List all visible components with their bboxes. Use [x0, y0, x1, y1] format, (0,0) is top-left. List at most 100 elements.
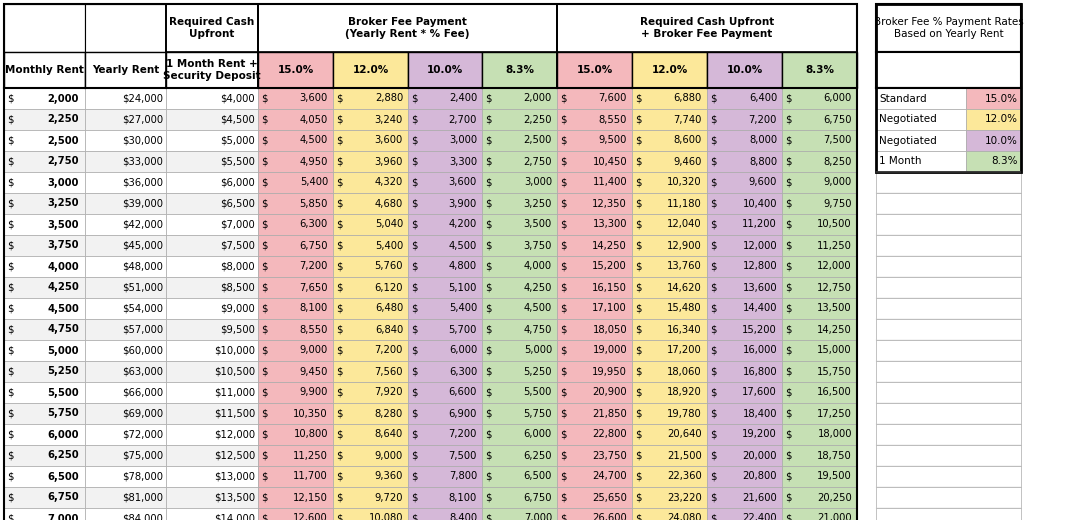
Text: $: $: [261, 345, 268, 356]
Text: 8.3%: 8.3%: [805, 65, 834, 75]
Bar: [258, 298, 333, 319]
Text: 17,600: 17,600: [742, 387, 777, 397]
Text: 10,400: 10,400: [743, 199, 777, 209]
Text: $: $: [560, 409, 567, 419]
Text: 19,950: 19,950: [592, 367, 627, 376]
Bar: [408, 151, 482, 172]
Text: $: $: [485, 94, 491, 103]
Text: 6,750: 6,750: [300, 240, 328, 251]
Bar: [85, 424, 166, 445]
Text: $: $: [336, 282, 343, 292]
Bar: [166, 466, 258, 487]
Text: $: $: [261, 514, 268, 520]
Bar: [408, 319, 482, 340]
Text: $: $: [485, 472, 491, 482]
Bar: [557, 361, 632, 382]
Text: 5,250: 5,250: [47, 367, 78, 376]
Text: $: $: [560, 492, 567, 502]
Bar: [4, 109, 85, 130]
Text: $: $: [485, 304, 491, 314]
Bar: [876, 52, 1021, 88]
Text: $: $: [336, 367, 343, 376]
Text: $: $: [336, 409, 343, 419]
Text: 9,360: 9,360: [374, 472, 403, 482]
Text: $51,000: $51,000: [121, 282, 163, 292]
Bar: [876, 214, 1021, 235]
Text: $7,000: $7,000: [220, 219, 255, 229]
Bar: [258, 151, 333, 172]
Text: $: $: [411, 240, 417, 251]
Text: 12,000: 12,000: [743, 240, 777, 251]
Bar: [782, 445, 857, 466]
Bar: [333, 214, 408, 235]
Bar: [782, 508, 857, 520]
Bar: [782, 382, 857, 403]
Text: $54,000: $54,000: [121, 304, 163, 314]
Bar: [408, 466, 482, 487]
Bar: [482, 52, 557, 88]
Text: $: $: [8, 199, 14, 209]
Bar: [782, 193, 857, 214]
Text: 7,200: 7,200: [448, 430, 477, 439]
Text: $: $: [560, 94, 567, 103]
Text: $: $: [261, 177, 268, 188]
Text: $: $: [485, 199, 491, 209]
Text: $: $: [485, 157, 491, 166]
Text: $11,000: $11,000: [214, 387, 255, 397]
Text: 10,080: 10,080: [369, 514, 403, 520]
Bar: [258, 235, 333, 256]
Bar: [482, 424, 557, 445]
Text: 17,100: 17,100: [592, 304, 627, 314]
Text: $9,000: $9,000: [220, 304, 255, 314]
Text: $: $: [485, 219, 491, 229]
Text: 19,000: 19,000: [592, 345, 627, 356]
Text: $: $: [560, 430, 567, 439]
Text: 3,900: 3,900: [448, 199, 477, 209]
Bar: [166, 277, 258, 298]
Bar: [333, 466, 408, 487]
Text: 20,900: 20,900: [592, 387, 627, 397]
Text: 3,250: 3,250: [524, 199, 551, 209]
Text: $: $: [411, 157, 417, 166]
Text: 6,840: 6,840: [375, 324, 403, 334]
Bar: [782, 340, 857, 361]
Text: $: $: [785, 492, 791, 502]
Text: 2,500: 2,500: [47, 136, 78, 146]
Bar: [557, 109, 632, 130]
Text: $12,000: $12,000: [214, 430, 255, 439]
Bar: [557, 403, 632, 424]
Text: $: $: [710, 114, 717, 124]
Bar: [782, 151, 857, 172]
Bar: [258, 466, 333, 487]
Text: 8,100: 8,100: [448, 492, 477, 502]
Bar: [557, 88, 632, 109]
Bar: [408, 130, 482, 151]
Bar: [707, 214, 782, 235]
Text: $: $: [411, 409, 417, 419]
Text: 18,920: 18,920: [668, 387, 702, 397]
Text: 5,000: 5,000: [524, 345, 551, 356]
Text: $60,000: $60,000: [121, 345, 163, 356]
Text: $: $: [785, 177, 791, 188]
Bar: [782, 256, 857, 277]
Text: 12,150: 12,150: [293, 492, 328, 502]
Text: $: $: [411, 450, 417, 461]
Bar: [258, 340, 333, 361]
Text: $: $: [8, 472, 14, 482]
Bar: [85, 130, 166, 151]
Text: $: $: [336, 157, 343, 166]
Bar: [632, 382, 707, 403]
Bar: [482, 88, 557, 109]
Text: 3,750: 3,750: [47, 240, 78, 251]
Text: $: $: [8, 240, 14, 251]
Text: 20,000: 20,000: [743, 450, 777, 461]
Bar: [707, 172, 782, 193]
Text: 13,760: 13,760: [668, 262, 702, 271]
Text: $: $: [485, 240, 491, 251]
Bar: [333, 319, 408, 340]
Text: $: $: [261, 367, 268, 376]
Text: $: $: [635, 157, 642, 166]
Bar: [707, 403, 782, 424]
Text: $: $: [411, 472, 417, 482]
Text: 4,500: 4,500: [47, 304, 78, 314]
